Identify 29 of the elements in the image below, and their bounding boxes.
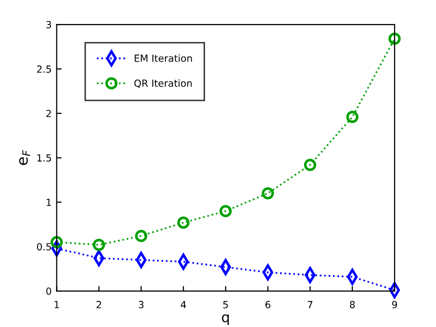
x-tick-label: 3 xyxy=(138,300,144,308)
x-tick-label: 6 xyxy=(265,300,270,308)
x-tick-label: 1 xyxy=(54,301,59,308)
x-tick-label: 7 xyxy=(308,301,312,308)
x-tick-label: 5 xyxy=(223,301,228,308)
x-axis-title: q xyxy=(222,314,229,325)
x-tick-label: 2 xyxy=(96,300,102,308)
y-tick-label: 1 xyxy=(46,198,51,206)
legend-label: EM Iteration xyxy=(134,54,192,62)
point xyxy=(92,238,106,251)
point xyxy=(304,158,316,171)
y-axis-title: e$_{F}$ xyxy=(19,150,30,166)
y-tick-label: 2.5 xyxy=(37,65,51,73)
y-tick-label: 3 xyxy=(46,21,52,28)
point xyxy=(346,110,358,124)
y-tick-label: 0 xyxy=(46,288,52,295)
x-tick-label: 9 xyxy=(392,300,397,308)
y-tick-label: 0.5 xyxy=(37,243,51,250)
point xyxy=(262,187,274,200)
x-tick-label: 8 xyxy=(350,300,355,308)
point xyxy=(135,230,148,242)
x-tick-label: 4 xyxy=(180,301,186,308)
point xyxy=(177,216,190,229)
point xyxy=(220,204,232,218)
y-tick-label: 2 xyxy=(46,110,51,118)
y-tick-label: 1.5 xyxy=(37,154,51,162)
legend-label: QR Iteration xyxy=(134,79,192,88)
point xyxy=(50,236,63,248)
point xyxy=(388,32,401,45)
